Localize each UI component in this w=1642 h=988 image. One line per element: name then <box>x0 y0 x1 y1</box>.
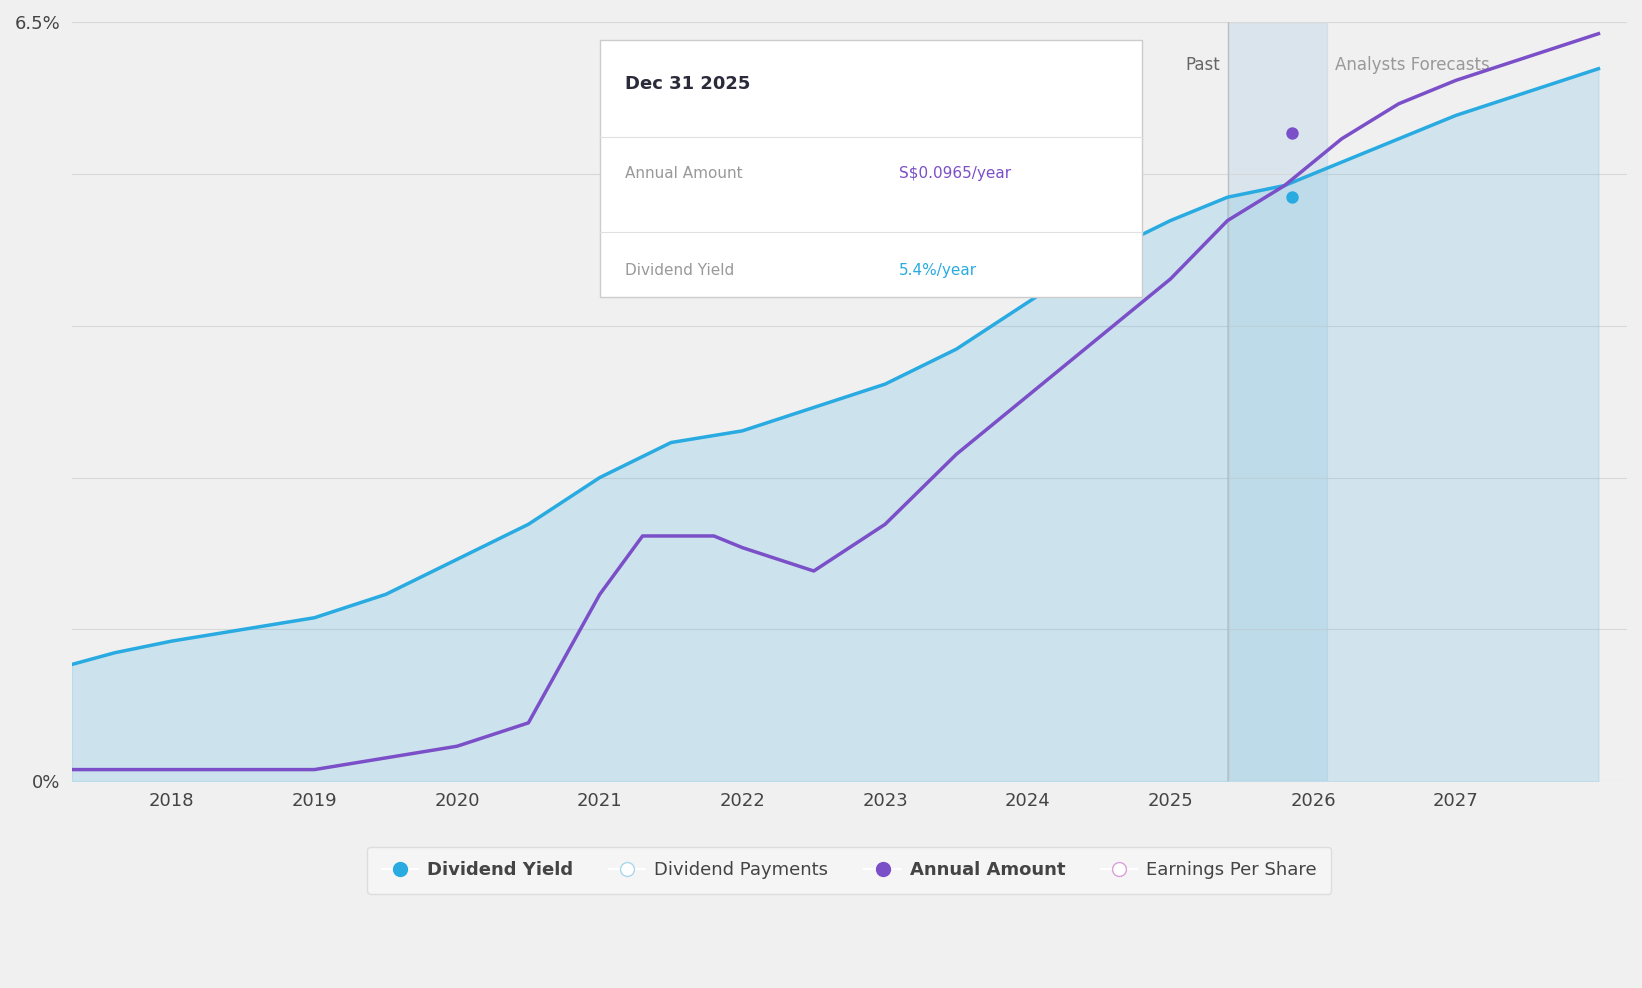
Text: Dec 31 2025: Dec 31 2025 <box>626 74 750 93</box>
Text: Analysts Forecasts: Analysts Forecasts <box>1335 56 1489 74</box>
Text: Dividend Yield: Dividend Yield <box>626 264 734 279</box>
FancyBboxPatch shape <box>599 40 1141 296</box>
Text: S$0.0965/year: S$0.0965/year <box>900 166 1011 181</box>
Text: 5.4%/year: 5.4%/year <box>900 264 977 279</box>
Legend: Dividend Yield, Dividend Payments, Annual Amount, Earnings Per Share: Dividend Yield, Dividend Payments, Annua… <box>368 847 1332 894</box>
Bar <box>1228 22 1327 782</box>
Point <box>1279 190 1305 206</box>
Text: Past: Past <box>1186 56 1220 74</box>
Point <box>1279 125 1305 141</box>
Text: Annual Amount: Annual Amount <box>626 166 744 181</box>
